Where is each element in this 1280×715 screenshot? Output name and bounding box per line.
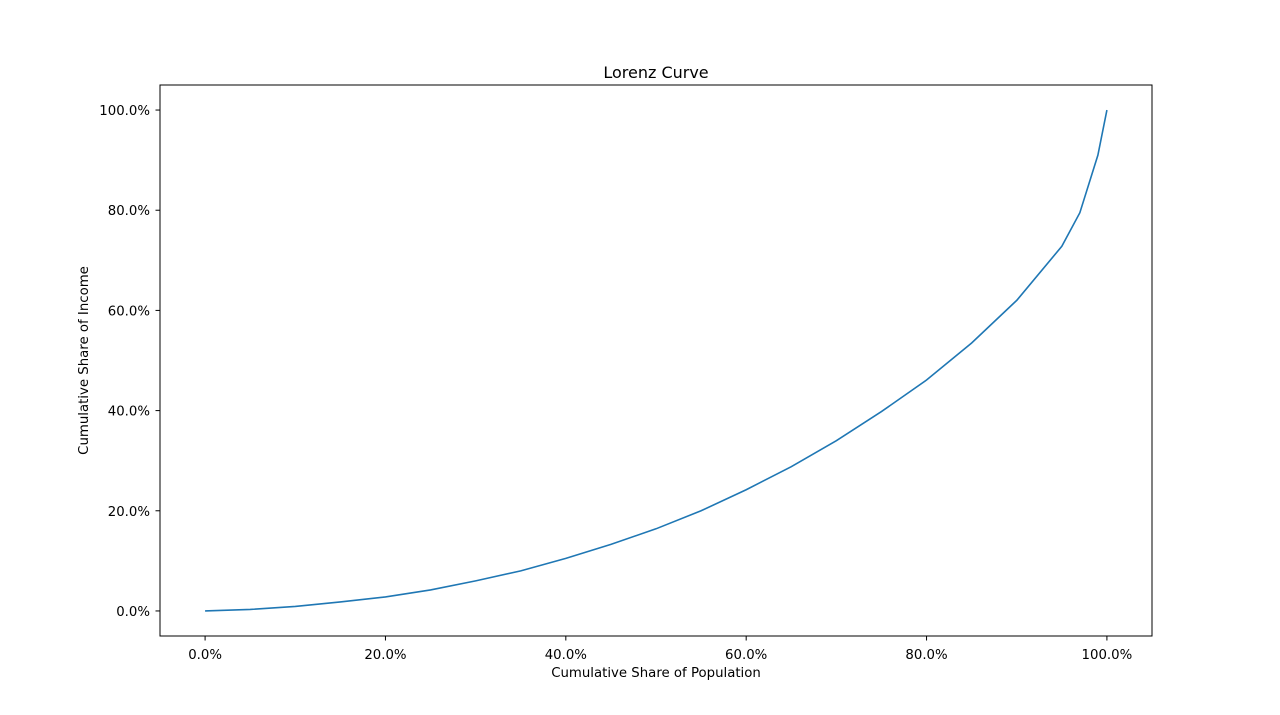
y-axis-label: Cumulative Share of Income [77,266,92,455]
y-tick-label: 20.0% [108,505,150,520]
y-axis-ticks: 0.0% 20.0% 40.0% 60.0% 80.0% 100.0% [99,104,160,620]
x-tick-label: 80.0% [905,648,947,663]
y-tick-label: 0.0% [116,605,150,620]
chart-title: Lorenz Curve [603,63,708,82]
lorenz-curve-line [205,109,1108,612]
x-tick-label: 60.0% [725,648,767,663]
x-tick-label: 20.0% [364,648,406,663]
x-tick-label: 40.0% [545,648,587,663]
y-tick-label: 60.0% [108,304,150,319]
x-tick-label: 0.0% [188,648,222,663]
y-tick-label: 40.0% [108,405,150,420]
x-axis-label: Cumulative Share of Population [551,666,761,681]
x-axis-ticks: 0.0% 20.0% 40.0% 60.0% 80.0% 100.0% [188,636,1132,663]
y-tick-label: 80.0% [108,204,150,219]
y-tick-label: 100.0% [99,104,150,119]
x-tick-label: 100.0% [1082,648,1133,663]
plot-frame [159,84,1153,637]
